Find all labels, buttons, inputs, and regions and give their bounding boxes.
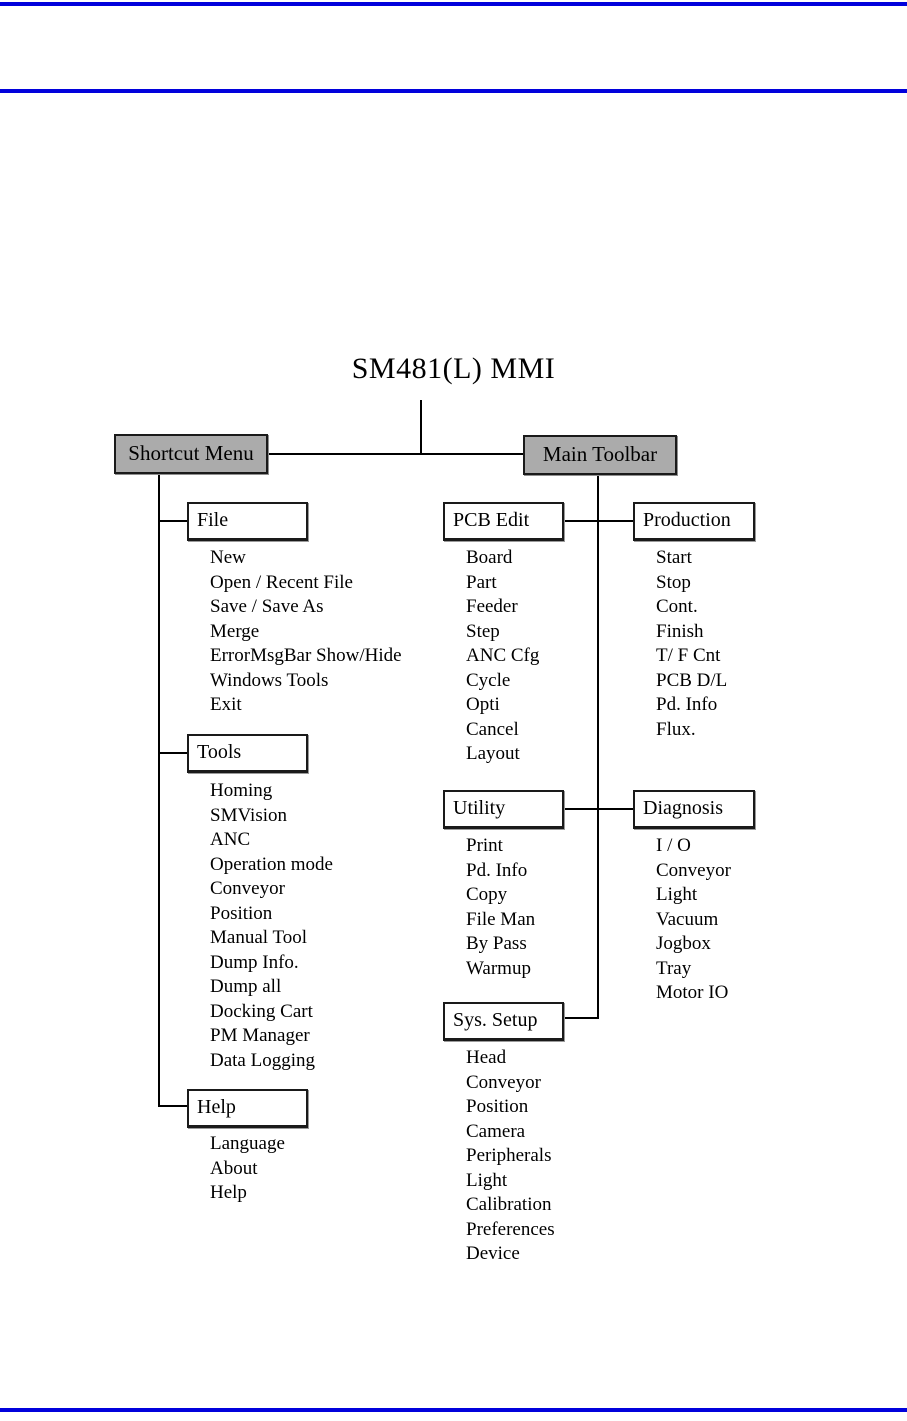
menu-item: Windows Tools bbox=[210, 669, 329, 691]
menu-item: Position bbox=[466, 1096, 529, 1117]
connector-roots bbox=[267, 453, 525, 455]
menu-item: Finish bbox=[656, 620, 704, 642]
node-file-menu: File bbox=[187, 502, 308, 541]
diagram-title: SM481(L) MMI bbox=[351, 352, 556, 385]
page-footer-rule bbox=[0, 1408, 907, 1412]
utility-menu-items: Print Pd. Info Copy File Man By Pass Warmup bbox=[466, 834, 535, 981]
menu-item: Layout bbox=[466, 743, 520, 764]
menu-item: Part bbox=[466, 571, 497, 593]
menu-item: Preferences bbox=[466, 1218, 555, 1240]
menu-item: About bbox=[210, 1157, 258, 1179]
menu-item: Tray bbox=[656, 957, 692, 979]
node-shortcut-menu: Shortcut Menu bbox=[114, 434, 268, 474]
sys-setup-menu-items: Head Conveyor Position Camera Peripherals Lig… bbox=[466, 1046, 555, 1267]
node-production-menu: Production bbox=[633, 502, 755, 541]
menu-item: PM Manager bbox=[210, 1025, 310, 1046]
node-pcb-edit-menu: PCB Edit bbox=[443, 502, 564, 541]
menu-item: Start bbox=[656, 547, 692, 568]
menu-item: Help bbox=[210, 1182, 247, 1203]
menu-item: Pd. Info bbox=[466, 859, 528, 881]
tools-menu-items: Homing SMVision ANC Operation mode Conveyor P… bbox=[210, 779, 333, 1073]
menu-item: Homing bbox=[210, 780, 273, 801]
connector-pcbedit-production bbox=[564, 520, 634, 522]
menu-item: Exit bbox=[210, 694, 242, 715]
menu-item: ANC bbox=[210, 829, 251, 850]
menu-item: Jogbox bbox=[656, 933, 711, 954]
help-menu-items: Language About Help bbox=[210, 1132, 285, 1206]
menu-item: Stop bbox=[656, 571, 691, 593]
menu-item: Step bbox=[466, 620, 500, 642]
menu-item: By Pass bbox=[466, 933, 527, 954]
connector-tools-stub bbox=[160, 752, 188, 754]
connector-file-stub bbox=[160, 520, 188, 522]
node-diagnosis-menu: Diagnosis bbox=[633, 790, 755, 829]
menu-item: Feeder bbox=[466, 596, 518, 617]
menu-item: Language bbox=[210, 1133, 285, 1154]
pcb-edit-menu-items: Board Part Feeder Step ANC Cfg Cycle Opti Cance… bbox=[466, 546, 539, 767]
menu-item: ANC Cfg bbox=[466, 645, 540, 666]
menu-item: Warmup bbox=[466, 957, 531, 979]
menu-item: Device bbox=[466, 1243, 520, 1264]
page-top-rule bbox=[0, 2, 907, 6]
menu-item: Peripherals bbox=[466, 1145, 552, 1166]
menu-item: Head bbox=[466, 1047, 507, 1068]
menu-item: Conveyor bbox=[210, 878, 285, 899]
page-header-rule bbox=[0, 89, 907, 93]
menu-item: Motor IO bbox=[656, 982, 729, 1003]
diagnosis-menu-items: I / O Conveyor Light Vacuum Jogbox Tray Motor … bbox=[656, 834, 731, 1006]
menu-item: I / O bbox=[656, 835, 691, 856]
menu-item: Flux. bbox=[656, 718, 696, 740]
node-tools-menu: Tools bbox=[187, 734, 308, 773]
menu-item: SMVision bbox=[210, 804, 287, 826]
menu-item: Dump Info. bbox=[210, 951, 299, 973]
menu-item: Opti bbox=[466, 694, 500, 715]
menu-item: Data Logging bbox=[210, 1049, 316, 1071]
menu-item: Conveyor bbox=[466, 1071, 541, 1093]
menu-item: Conveyor bbox=[656, 859, 731, 881]
connector-shortcut-trunk bbox=[158, 473, 160, 1107]
menu-item: Light bbox=[466, 1169, 508, 1191]
node-utility-menu: Utility bbox=[443, 790, 564, 829]
menu-item: PCB D/L bbox=[656, 669, 728, 691]
node-help-menu: Help bbox=[187, 1089, 308, 1128]
production-menu-items: Start Stop Cont. Finish T/ F Cnt PCB D/L Pd. I… bbox=[656, 546, 727, 742]
node-sys-setup-menu: Sys. Setup bbox=[443, 1002, 564, 1041]
connector-title-stub bbox=[420, 400, 422, 455]
menu-item: Cancel bbox=[466, 718, 519, 740]
connector-utility-diagnosis bbox=[564, 808, 634, 810]
menu-item: ErrorMsgBar Show/Hide bbox=[210, 645, 402, 666]
menu-item: Open / Recent File bbox=[210, 571, 353, 593]
menu-item: File Man bbox=[466, 908, 536, 930]
menu-item: Calibration bbox=[466, 1194, 552, 1215]
menu-item: Merge bbox=[210, 620, 260, 642]
connector-help-stub bbox=[158, 1105, 188, 1107]
connector-toolbar-trunk bbox=[597, 474, 599, 1019]
menu-item: Print bbox=[466, 835, 503, 856]
menu-item: Position bbox=[210, 902, 273, 924]
menu-item: Copy bbox=[466, 884, 508, 905]
menu-item: Board bbox=[466, 547, 513, 568]
menu-item: Dump all bbox=[210, 976, 282, 997]
menu-item: Save / Save As bbox=[210, 596, 324, 617]
node-main-toolbar: Main Toolbar bbox=[523, 435, 677, 475]
menu-item: New bbox=[210, 547, 246, 568]
menu-item: Cont. bbox=[656, 596, 698, 617]
connector-syssetup-elbow bbox=[564, 1017, 599, 1019]
menu-item: Camera bbox=[466, 1120, 526, 1142]
menu-item: Light bbox=[656, 884, 698, 905]
file-menu-items: New Open / Recent File Save / Save As Merge… bbox=[210, 546, 402, 718]
menu-item: Manual Tool bbox=[210, 927, 308, 948]
menu-item: Vacuum bbox=[656, 908, 719, 930]
menu-item: Operation mode bbox=[210, 853, 333, 875]
menu-item: Pd. Info bbox=[656, 694, 718, 715]
menu-item: Cycle bbox=[466, 669, 511, 691]
menu-item: T/ F Cnt bbox=[656, 645, 721, 666]
menu-item: Docking Cart bbox=[210, 1000, 313, 1022]
